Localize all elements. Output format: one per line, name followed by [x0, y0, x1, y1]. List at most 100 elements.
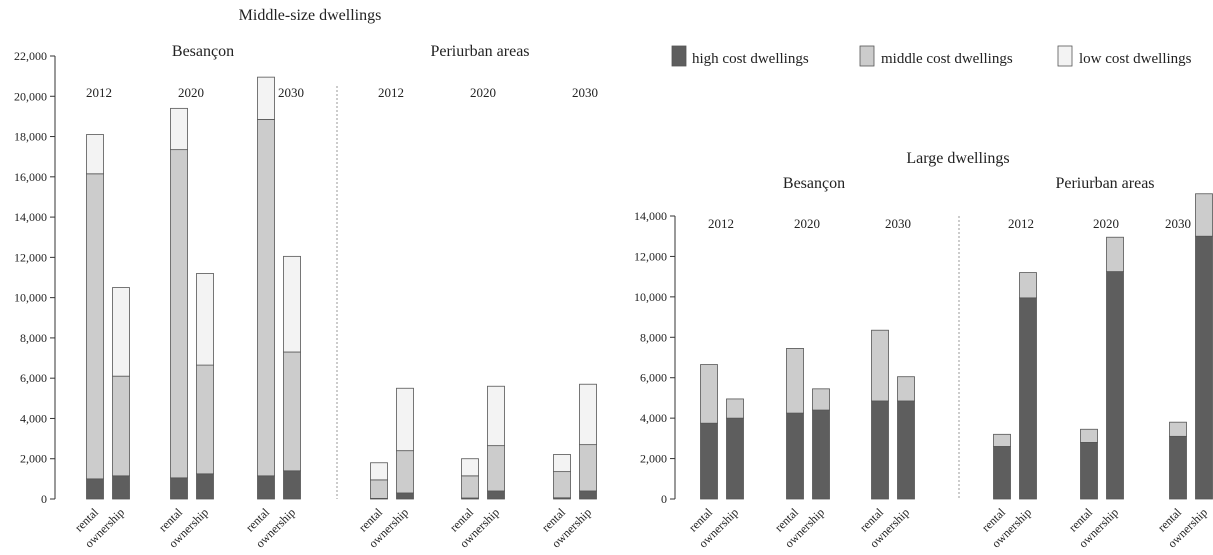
- y-tick-label: 20,000: [14, 89, 47, 103]
- bar-segment-high: [1169, 435, 1187, 500]
- plot-middle-size-dwellings: 0 2,000 4,000 6,000 8,000 10,000 12,000 14,000 1…: [14, 43, 598, 550]
- bar-segment-middle: [370, 479, 388, 499]
- legend-swatch-low: [1057, 45, 1073, 67]
- y-tick-label: 4,000: [640, 411, 667, 425]
- bar-segment-low: [487, 385, 505, 447]
- bar-segment-high: [1195, 235, 1213, 500]
- bar-segment-high: [579, 490, 597, 500]
- year-label: 2020: [470, 85, 496, 100]
- bar-segment-middle: [487, 445, 505, 492]
- bar-segment-middle: [86, 173, 104, 480]
- bar-segment-middle: [196, 364, 214, 475]
- year-label: 2012: [1008, 216, 1034, 231]
- bar-segment-high: [812, 409, 830, 500]
- y-tick-label: 18,000: [14, 130, 47, 144]
- bar-segment-middle: [461, 475, 479, 499]
- y-tick-label: 12,000: [634, 249, 667, 263]
- bar-segment-low: [170, 107, 188, 151]
- year-label: 2020: [178, 85, 204, 100]
- bar-segment-low: [553, 454, 571, 473]
- bar-segment-middle: [786, 348, 804, 414]
- y-tick-label: 10,000: [634, 290, 667, 304]
- y-tick-label: 10,000: [14, 291, 47, 305]
- y-tick-label: 14,000: [634, 209, 667, 223]
- y-tick-label: 2,000: [20, 452, 47, 466]
- bar-segment-high: [170, 477, 188, 500]
- y-tick-label: 12,000: [14, 250, 47, 264]
- legend-label-middle: middle cost dwellings: [881, 51, 1013, 67]
- bar-segment-low: [196, 273, 214, 366]
- bar-segment-high: [786, 412, 804, 500]
- bar-segment-low: [370, 462, 388, 481]
- bar-segment-middle: [1106, 236, 1124, 272]
- bar-segment-high: [112, 475, 130, 500]
- y-tick-label: 22,000: [14, 49, 47, 63]
- bar-segment-middle: [1080, 428, 1098, 443]
- bar-segment-low: [579, 383, 597, 446]
- bar-segment-low: [283, 255, 301, 353]
- y-tick-label: 4,000: [20, 411, 47, 425]
- bar-segment-middle: [812, 388, 830, 411]
- bar-segment-middle: [726, 398, 744, 419]
- y-tick-label: 6,000: [20, 371, 47, 385]
- bar-segment-high: [86, 478, 104, 500]
- year-label: 2012: [708, 216, 734, 231]
- bar-segment-middle: [1195, 193, 1213, 237]
- bar-segment-middle: [257, 119, 275, 477]
- bar-segment-high: [1106, 271, 1124, 500]
- bar-segment-high: [993, 446, 1011, 500]
- y-tick-label: 2,000: [640, 452, 667, 466]
- bar-segment-high: [871, 400, 889, 500]
- year-label: 2012: [378, 85, 404, 100]
- year-label: 2020: [1093, 216, 1119, 231]
- region-label: Periurban areas: [1055, 175, 1154, 192]
- bar-segment-low: [112, 287, 130, 377]
- year-label: 2030: [278, 85, 304, 100]
- bar-segment-middle: [871, 329, 889, 402]
- y-tick-label: 8,000: [640, 330, 667, 344]
- bar-segment-middle: [396, 450, 414, 494]
- bar-segment-low: [396, 387, 414, 452]
- bar-segment-high: [700, 422, 718, 500]
- region-label: Periurban areas: [430, 43, 529, 60]
- bar-segment-low: [86, 134, 104, 175]
- year-label: 2030: [885, 216, 911, 231]
- year-label: 2020: [794, 216, 820, 231]
- y-tick-label: 16,000: [14, 170, 47, 184]
- chart-title-large: Large dwellings: [906, 150, 1009, 167]
- bar-segment-middle: [112, 375, 130, 477]
- legend-swatch-middle: [859, 45, 875, 67]
- bar-segment-middle: [170, 149, 188, 479]
- bar-segment-high: [1019, 297, 1037, 500]
- bar-segment-high: [726, 417, 744, 500]
- y-tick-label: 14,000: [14, 210, 47, 224]
- year-label: 2030: [1165, 216, 1191, 231]
- y-tick-label: 8,000: [20, 331, 47, 345]
- bar-segment-high: [257, 475, 275, 500]
- y-tick-label: 0: [41, 492, 47, 506]
- bar-segment-high: [396, 492, 414, 500]
- year-label: 2030: [572, 85, 598, 100]
- bar-segment-low: [461, 458, 479, 477]
- bar-segment-middle: [579, 444, 597, 492]
- bar-segment-middle: [993, 433, 1011, 447]
- bar-segment-high: [283, 470, 301, 500]
- bar-segment-middle: [1169, 421, 1187, 437]
- region-label: Besançon: [783, 175, 845, 192]
- legend-label-low: low cost dwellings: [1079, 51, 1192, 67]
- bar-segment-middle: [553, 471, 571, 499]
- legend-swatch-high: [671, 45, 687, 67]
- bar-segment-high: [1080, 441, 1098, 500]
- y-tick-label: 6,000: [640, 371, 667, 385]
- year-label: 2012: [86, 85, 112, 100]
- bar-segment-low: [257, 76, 275, 120]
- bar-segment-high: [487, 490, 505, 500]
- region-label: Besançon: [172, 43, 234, 60]
- y-tick-label: 0: [661, 492, 667, 506]
- legend-label-high: high cost dwellings: [692, 51, 809, 67]
- bar-segment-middle: [700, 364, 718, 424]
- bar-segment-high: [897, 400, 915, 500]
- legend: high cost dwellings middle cost dwelling…: [671, 45, 1192, 67]
- chart-title-middle: Middle-size dwellings: [239, 7, 382, 24]
- bar-segment-high: [196, 473, 214, 500]
